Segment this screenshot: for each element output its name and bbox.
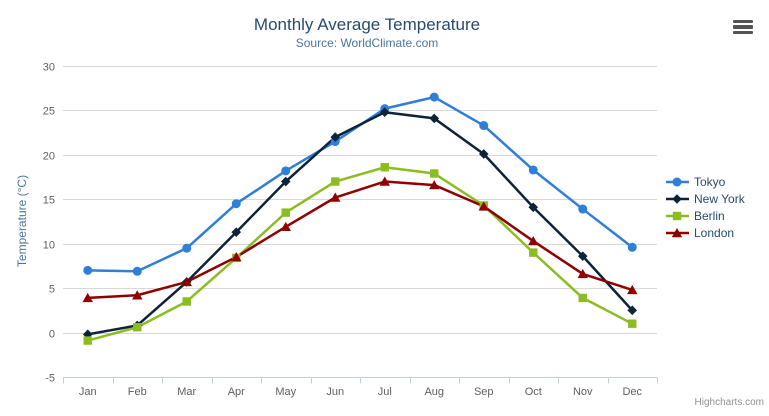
legend-item-tokyo[interactable]: Tokyo <box>666 173 745 190</box>
series-line-berlin <box>86 166 634 342</box>
data-point-triangle-icon[interactable] <box>330 192 341 202</box>
data-point-circle-icon[interactable] <box>479 121 489 131</box>
x-axis-tick-label: Feb <box>128 386 147 398</box>
hamburger-bar <box>733 30 753 34</box>
chart-subtitle: Source: WorldClimate.com <box>295 36 439 50</box>
data-point-square-icon[interactable] <box>83 336 92 345</box>
data-point-square-icon[interactable] <box>133 323 142 332</box>
data-point-circle-icon[interactable] <box>627 242 637 252</box>
data-point-diamond-icon[interactable] <box>379 107 390 118</box>
legend-label: New York <box>694 191 745 206</box>
legend-item-london[interactable]: London <box>666 224 745 241</box>
highcharts-credit[interactable]: Highcharts.com <box>694 397 764 408</box>
data-point-diamond-icon[interactable] <box>528 202 539 213</box>
x-axis-tick-label: Oct <box>525 386 542 398</box>
chart-title: Monthly Average Temperature <box>253 15 481 34</box>
legend-circle-icon <box>666 177 689 186</box>
data-point-diamond-icon[interactable] <box>330 132 341 142</box>
x-axis-tick-label: May <box>275 386 296 398</box>
data-point-triangle-icon[interactable] <box>627 284 638 295</box>
y-axis-tick-label: 30 <box>43 62 55 74</box>
y-axis-tick-label: 5 <box>49 284 55 296</box>
data-point-diamond-icon <box>672 193 682 204</box>
data-point-square-icon[interactable] <box>281 208 290 217</box>
data-point-triangle-icon[interactable] <box>181 276 192 287</box>
data-point-triangle-icon[interactable] <box>478 201 489 211</box>
data-point-circle-icon <box>672 177 682 186</box>
legend-item-berlin[interactable]: Berlin <box>666 207 745 224</box>
y-axis-tick-label: 15 <box>43 195 55 207</box>
data-point-triangle-icon <box>671 227 683 237</box>
x-axis-tick-label: Dec <box>622 386 642 398</box>
x-axis-tick-label: Apr <box>228 386 245 398</box>
data-point-square-icon[interactable] <box>331 177 340 186</box>
hamburger-bar <box>733 20 753 24</box>
data-point-square-icon[interactable] <box>182 297 191 306</box>
y-axis-tick-label: 20 <box>43 151 55 163</box>
x-axis-tick-label: Jul <box>378 386 392 398</box>
data-point-square-icon[interactable] <box>380 163 389 172</box>
data-point-diamond-icon[interactable] <box>478 149 489 159</box>
legend-label: Tokyo <box>694 174 726 189</box>
hamburger-bar <box>733 25 753 29</box>
data-point-triangle-icon[interactable] <box>528 236 539 246</box>
data-point-circle-icon[interactable] <box>83 265 93 275</box>
legend-label: Berlin <box>694 208 725 223</box>
hamburger-icon[interactable] <box>733 20 753 34</box>
x-axis-tick-label: Sep <box>474 386 494 398</box>
legend-diamond-icon <box>666 193 689 204</box>
data-point-circle-icon[interactable] <box>231 199 241 209</box>
y-axis-tick-label: -5 <box>45 373 55 385</box>
data-point-circle-icon[interactable] <box>578 204 588 214</box>
data-point-square-icon <box>672 211 682 220</box>
data-point-circle-icon[interactable] <box>182 243 192 253</box>
data-point-diamond-icon[interactable] <box>627 305 638 316</box>
data-point-circle-icon[interactable] <box>281 166 291 176</box>
legend: Tokyo New York Berlin London <box>666 173 745 241</box>
legend-square-icon <box>666 211 689 220</box>
data-point-circle-icon[interactable] <box>132 266 142 276</box>
data-point-diamond-icon[interactable] <box>231 227 242 237</box>
data-point-square-icon[interactable] <box>628 319 637 328</box>
data-point-triangle-icon[interactable] <box>231 252 242 262</box>
data-point-circle-icon[interactable] <box>429 92 439 102</box>
x-axis-tick-label: Mar <box>177 386 196 398</box>
data-point-triangle-icon[interactable] <box>379 176 390 186</box>
series-line-tokyo <box>86 95 634 273</box>
data-point-triangle-icon[interactable] <box>280 221 291 232</box>
data-point-square-icon[interactable] <box>578 293 587 303</box>
data-point-triangle-icon[interactable] <box>577 268 588 279</box>
series-line-london <box>86 180 634 300</box>
y-axis-tick-label: 10 <box>43 240 55 252</box>
data-point-square-icon[interactable] <box>529 248 538 257</box>
data-point-triangle-icon[interactable] <box>429 180 440 190</box>
series-line-new-york <box>86 110 634 336</box>
data-point-diamond-icon[interactable] <box>429 113 440 124</box>
x-axis-tick-label: Jun <box>326 386 344 398</box>
legend-triangle-icon <box>666 227 689 237</box>
data-point-diamond-icon[interactable] <box>577 251 588 261</box>
y-axis-tick-label: 0 <box>49 329 55 341</box>
x-axis-tick-label: Nov <box>573 386 593 398</box>
x-axis-tick-label: Aug <box>424 386 444 398</box>
y-axis-tick-label: 25 <box>43 106 55 118</box>
x-axis-tick-label: Jan <box>79 386 97 398</box>
legend-item-new-york[interactable]: New York <box>666 190 745 207</box>
data-point-square-icon[interactable] <box>430 169 439 178</box>
data-point-diamond-icon[interactable] <box>280 176 291 187</box>
data-point-triangle-icon[interactable] <box>82 292 93 303</box>
legend-label: London <box>694 225 735 240</box>
data-point-circle-icon[interactable] <box>528 165 538 175</box>
data-point-triangle-icon[interactable] <box>132 290 143 300</box>
